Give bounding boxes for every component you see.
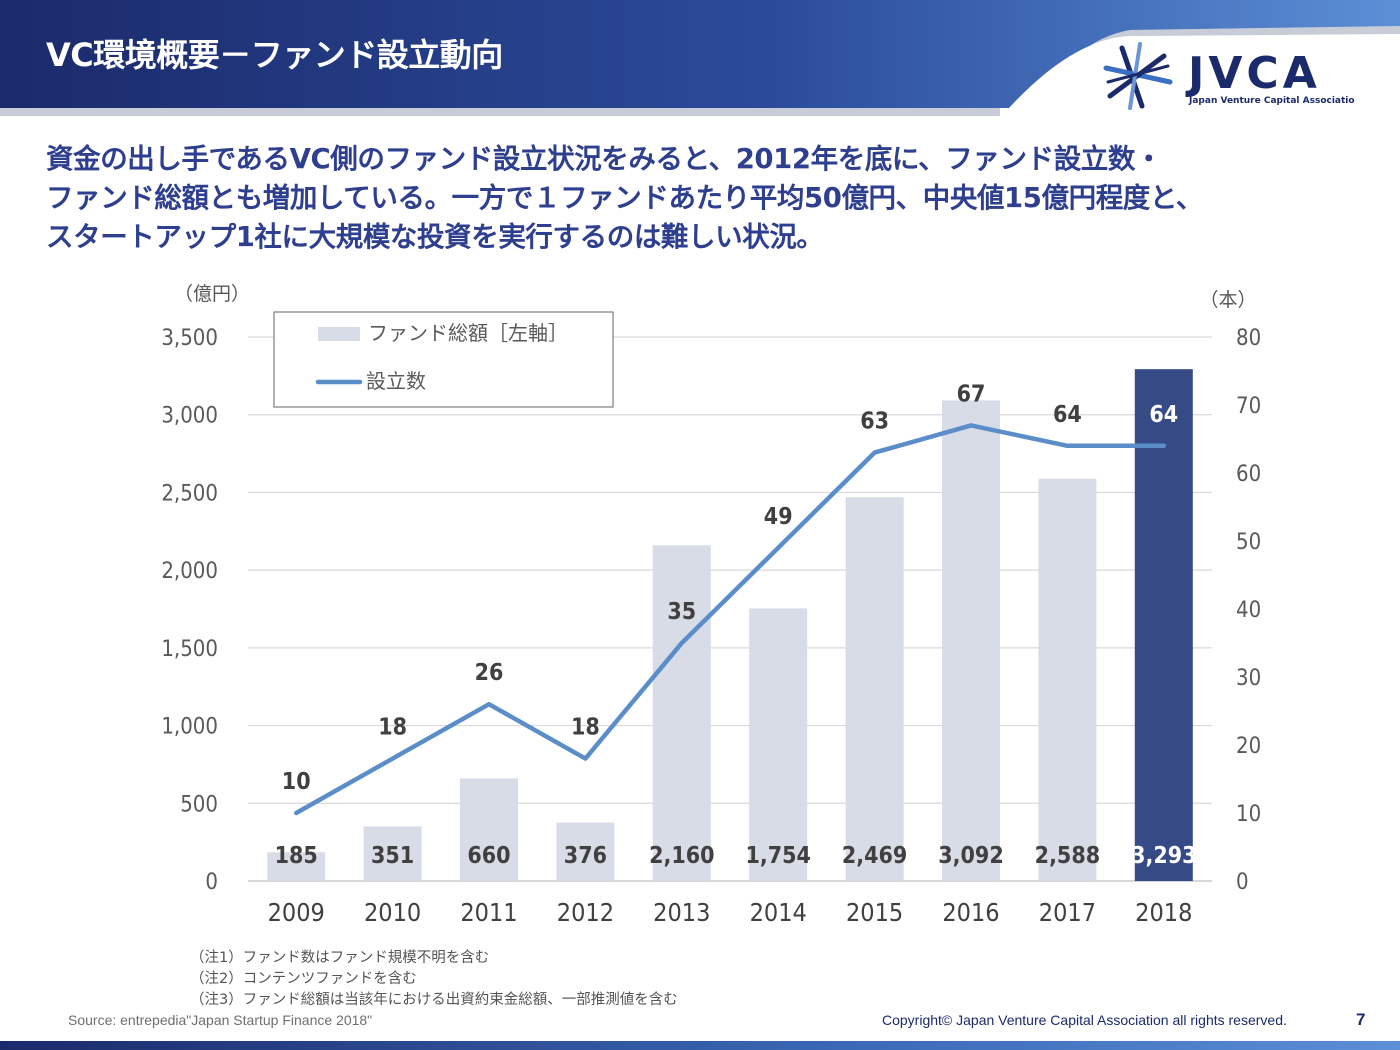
x-tick-label: 2009 — [268, 898, 325, 927]
headline-line: 資金の出し手であるVC側のファンド設立状況をみると、2012年を底に、ファンド設… — [46, 143, 1163, 175]
bar-value-label: 2,469 — [842, 843, 907, 869]
y-right-tick-label: 0 — [1236, 870, 1249, 895]
bottom-bar — [0, 1041, 1400, 1050]
slide-title: VC環境概要－ファンド設立動向 — [46, 36, 503, 74]
y-left-tick-label: 3,000 — [161, 404, 218, 429]
line-value-label: 10 — [282, 769, 311, 795]
bar-fund-total — [267, 852, 326, 881]
jvca-logo: JVCA Japan Venture Capital Associatio — [1100, 38, 1360, 118]
bar-fund-total — [556, 822, 615, 881]
bar-fund-total — [942, 400, 1000, 881]
line-value-label: 35 — [667, 599, 696, 625]
x-tick-label: 2017 — [1039, 898, 1096, 927]
y-left-tick-label: 0 — [205, 870, 218, 895]
x-tick-label: 2016 — [942, 898, 999, 927]
y-left-tick-label: 1,500 — [161, 637, 218, 662]
y-left-tick-label: 1,000 — [161, 715, 218, 740]
x-tick-label: 2010 — [364, 898, 421, 927]
bar-value-label: 3,092 — [938, 843, 1003, 869]
source-text: Source: entrepedia"Japan Startup Finance… — [68, 1012, 373, 1028]
footnote-1: （注1）ファンド数はファンド規模不明を含む — [190, 950, 490, 966]
bar-value-label: 2,160 — [649, 843, 714, 869]
line-value-label: 49 — [764, 504, 793, 530]
bar-value-label: 185 — [275, 843, 318, 869]
bar-value-label: 660 — [467, 843, 510, 869]
headline-line: スタートアップ1社に大規模な投資を実行するのは難しい状況。 — [46, 221, 824, 253]
bar-fund-total — [460, 778, 518, 881]
y-right-tick-label: 40 — [1236, 598, 1261, 623]
x-tick-label: 2011 — [460, 898, 517, 927]
y-right-tick-label: 20 — [1236, 734, 1261, 759]
bar-value-label: 3,293 — [1131, 843, 1196, 869]
x-tick-label: 2018 — [1135, 898, 1192, 927]
x-tick-label: 2013 — [653, 898, 710, 927]
y-right-tick-label: 60 — [1236, 462, 1261, 487]
bar-value-label: 351 — [371, 843, 414, 869]
y-left-tick-label: 500 — [180, 792, 218, 817]
x-tick-label: 2015 — [846, 898, 903, 927]
line-value-label: 18 — [378, 715, 407, 741]
y-right-tick-label: 80 — [1236, 326, 1261, 351]
copyright-text: Copyright© Japan Venture Capital Associa… — [882, 1012, 1287, 1028]
legend-line-label: 設立数 — [366, 369, 426, 393]
line-value-label: 18 — [571, 715, 600, 741]
line-value-label: 64 — [1149, 402, 1178, 428]
y-right-axis-label: （本） — [1199, 289, 1256, 311]
bar-fund-total — [1038, 478, 1097, 881]
line-value-label: 67 — [957, 381, 986, 407]
x-tick-label: 2014 — [750, 898, 807, 927]
footnote-2: （注2）コンテンツファンドを含む — [190, 971, 417, 987]
headline: 資金の出し手であるVC側のファンド設立状況をみると、2012年を底に、ファンド設… — [46, 140, 1376, 257]
line-value-label: 63 — [860, 409, 889, 435]
header-bar: VC環境概要－ファンド設立動向 JVCA Japan Venture Capit… — [0, 0, 1400, 118]
bar-value-label: 2,588 — [1035, 843, 1100, 869]
legend-bar-label: ファンド総額［左軸］ — [368, 321, 568, 345]
bar-fund-total — [845, 497, 904, 881]
y-left-tick-label: 3,500 — [161, 326, 218, 351]
x-tick-label: 2012 — [557, 898, 614, 927]
y-right-tick-label: 70 — [1236, 394, 1261, 419]
fund-chart: 0 500 1,000 1,500 2,000 2,500 3,000 3,500 0 10 20 3… — [161, 283, 1261, 927]
header-background — [0, 0, 1400, 118]
logo-subtitle: Japan Venture Capital Associatio — [1189, 96, 1355, 106]
bar-fund-total — [363, 826, 422, 881]
line-value-label: 64 — [1053, 402, 1082, 428]
y-left-tick-label: 2,000 — [161, 559, 218, 584]
line-value-label: 26 — [475, 660, 504, 686]
y-right-tick-label: 10 — [1236, 802, 1261, 827]
legend-bar-swatch — [318, 327, 360, 341]
jvca-logo-mark-icon — [1103, 42, 1173, 110]
bar-fund-total — [749, 608, 808, 881]
headline-line: ファンド総額とも増加している。一方で１ファンドあたり平均50億円、中央値15億円… — [46, 182, 1204, 214]
line-fund-count — [293, 423, 1167, 816]
bar-value-label: 376 — [564, 843, 607, 869]
y-right-tick-label: 50 — [1236, 530, 1261, 555]
y-left-axis-label: （億円） — [174, 283, 250, 305]
bar-fund-total — [1134, 369, 1193, 881]
y-left-tick-label: 2,500 — [161, 481, 218, 506]
y-right-tick-label: 30 — [1236, 666, 1261, 691]
page-number: 7 — [1356, 1010, 1366, 1029]
bar-value-label: 1,754 — [745, 843, 810, 869]
footnote-3: （注3）ファンド総額は当該年における出資約束金総額、一部推測値を含む — [190, 992, 678, 1008]
logo-wordmark: JVCA — [1188, 48, 1321, 99]
bar-fund-total — [652, 545, 711, 881]
